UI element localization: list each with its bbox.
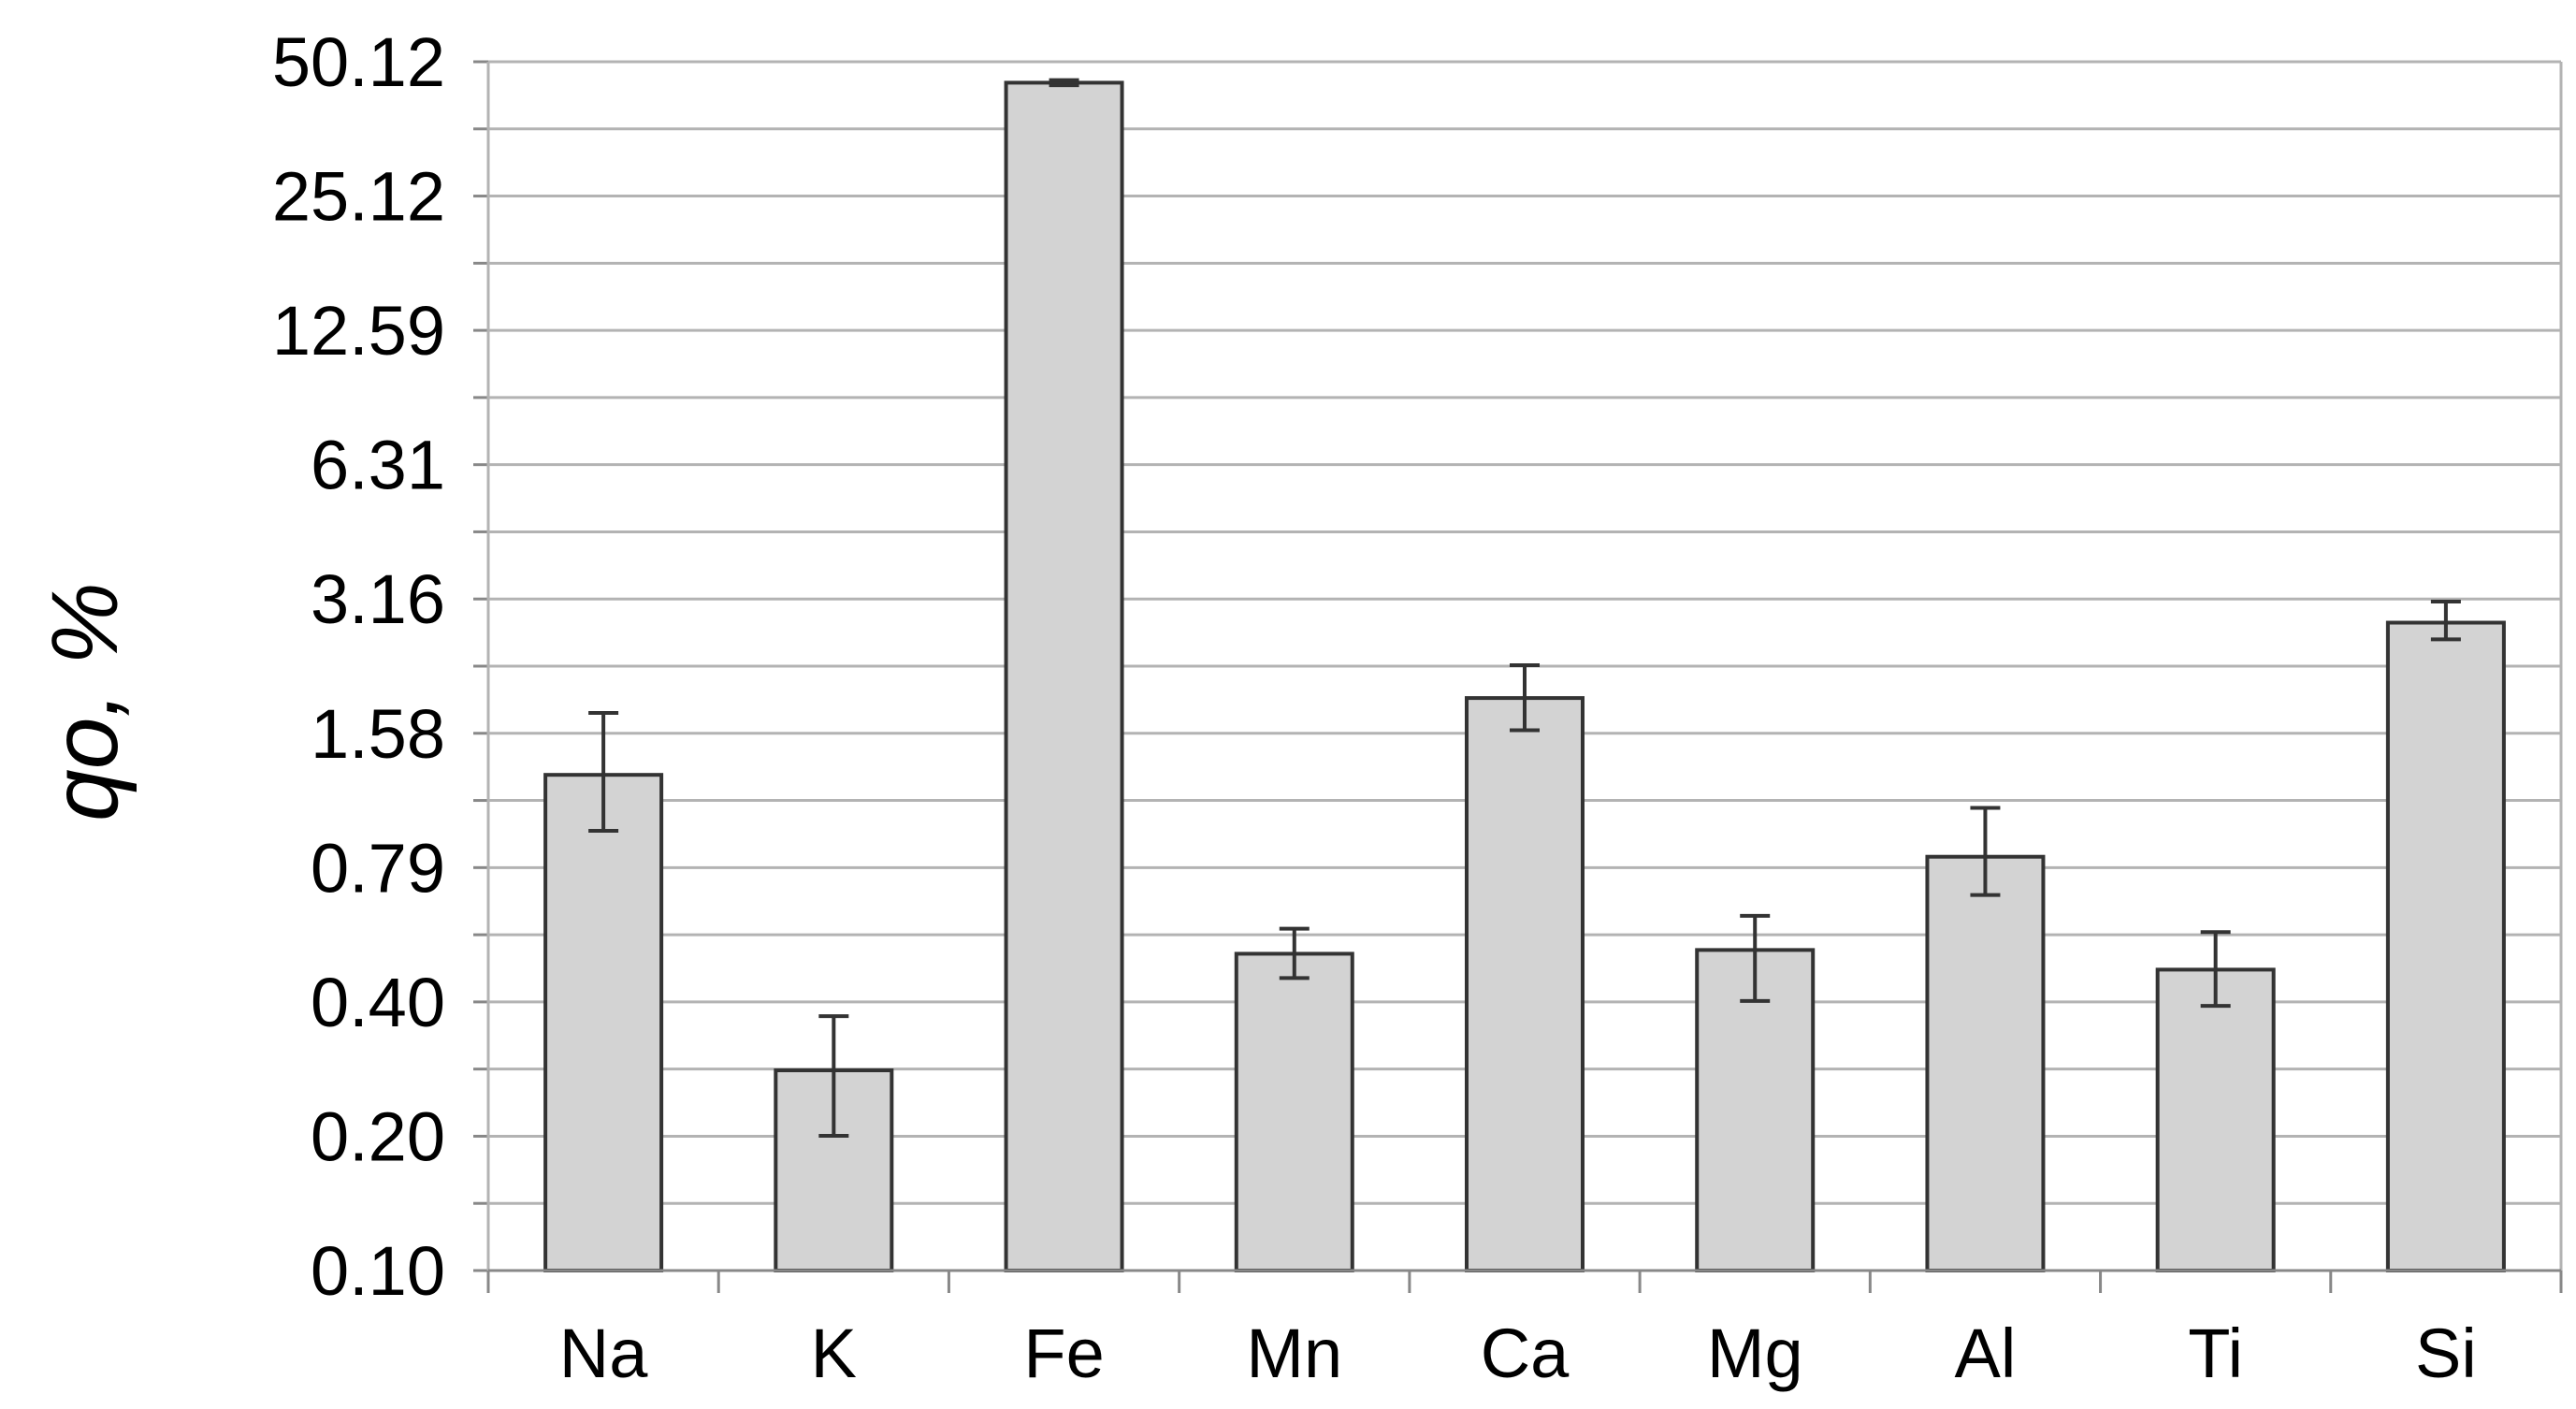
x-tick-label: Mn bbox=[1246, 1315, 1342, 1392]
bar-mn bbox=[1234, 951, 1354, 1272]
y-tick-label: 1.58 bbox=[311, 695, 445, 773]
x-tick-labels: Na K Fe Mn Ca Mg Al Ti Si bbox=[559, 1315, 2477, 1392]
bar-ca bbox=[1465, 696, 1585, 1272]
y-tick-label: 6.31 bbox=[311, 427, 445, 504]
y-tick-label: 0.79 bbox=[311, 829, 445, 907]
y-tick-label: 0.20 bbox=[311, 1097, 445, 1175]
x-tick-label: Na bbox=[559, 1315, 648, 1392]
y-tick-label: 0.10 bbox=[311, 1232, 445, 1310]
x-tick-label: Si bbox=[2415, 1315, 2477, 1392]
x-tick-label: Mg bbox=[1707, 1315, 1803, 1392]
axes bbox=[473, 60, 2563, 1293]
error-bars bbox=[588, 78, 2461, 1138]
x-tick-label: Ca bbox=[1481, 1315, 1570, 1392]
x-tick-label: K bbox=[811, 1315, 857, 1392]
y-tick-label: 50.12 bbox=[272, 23, 445, 101]
bar-na bbox=[543, 773, 664, 1272]
bar-al bbox=[1925, 854, 2046, 1272]
y-tick-label: 3.16 bbox=[311, 560, 445, 638]
y-axis-title: qo, % bbox=[33, 582, 137, 821]
bar-ti bbox=[2155, 967, 2276, 1272]
bar-fe bbox=[1004, 80, 1124, 1272]
y-tick-label: 12.59 bbox=[272, 292, 445, 370]
bar-si bbox=[2385, 620, 2506, 1272]
y-tick-labels: 0.10 0.20 0.40 0.79 1.58 3.16 6.31 12.59 25.12 50… bbox=[272, 23, 445, 1310]
grid-lines bbox=[488, 60, 2561, 1272]
x-tick-label: Fe bbox=[1023, 1315, 1104, 1392]
x-tick-label: Al bbox=[1955, 1315, 2017, 1392]
y-tick-label: 0.40 bbox=[311, 964, 445, 1041]
x-tick-label: Ti bbox=[2188, 1315, 2243, 1392]
y-tick-label: 25.12 bbox=[272, 158, 445, 236]
